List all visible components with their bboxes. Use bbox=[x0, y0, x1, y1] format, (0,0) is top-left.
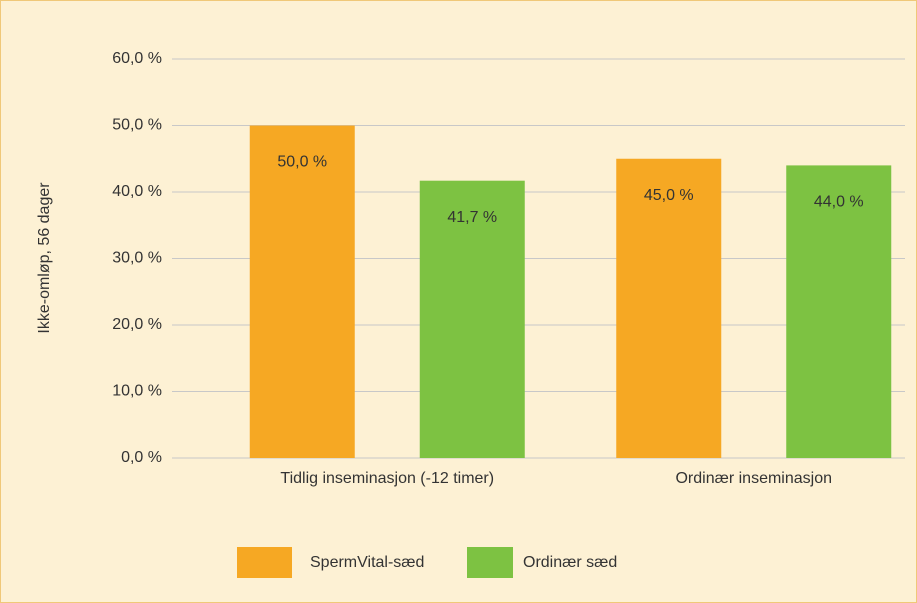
bar bbox=[249, 125, 355, 458]
x-tick-label: Tidlig inseminasjon (-12 timer) bbox=[280, 470, 494, 487]
bar bbox=[419, 180, 525, 458]
y-tick-label: 50,0 % bbox=[112, 117, 162, 134]
value-label: 50,0 % bbox=[277, 154, 327, 171]
y-tick-label: 40,0 % bbox=[112, 183, 162, 200]
y-tick-label: 10,0 % bbox=[112, 383, 162, 400]
y-tick-label: 20,0 % bbox=[112, 316, 162, 333]
x-tick-label: Ordinær inseminasjon bbox=[675, 470, 832, 487]
y-tick-label: 0,0 % bbox=[121, 449, 162, 466]
legend-label: Ordinær sæd bbox=[523, 554, 617, 571]
y-axis-label: Ikke-omløp, 56 dager bbox=[36, 182, 53, 334]
legend-label: SpermVital-sæd bbox=[310, 554, 424, 571]
value-label: 41,7 % bbox=[447, 209, 497, 226]
bar bbox=[616, 158, 722, 458]
y-tick-label: 60,0 % bbox=[112, 50, 162, 67]
legend-swatch bbox=[467, 547, 513, 578]
y-tick-label: 30,0 % bbox=[112, 250, 162, 267]
legend-swatch bbox=[237, 547, 292, 578]
value-label: 44,0 % bbox=[814, 194, 864, 211]
value-label: 45,0 % bbox=[644, 187, 694, 204]
bar bbox=[786, 165, 892, 458]
